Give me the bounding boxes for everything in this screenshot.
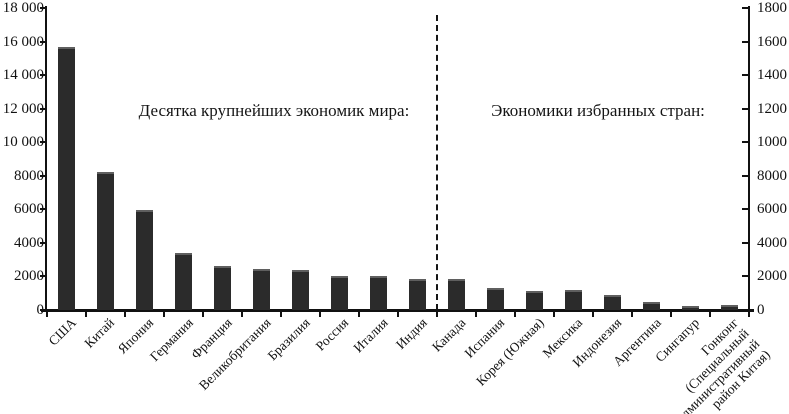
bar-10	[409, 279, 426, 310]
bar-13	[526, 291, 543, 310]
y-axis-right-tick-label: 1400	[757, 67, 787, 84]
y-axis-left-tick-label: 2000	[14, 268, 44, 285]
x-axis-tick	[748, 312, 750, 317]
bar-7	[292, 270, 309, 310]
y-axis-left-tick-label: 14 000	[2, 67, 44, 84]
category-label: Италия	[350, 315, 391, 356]
bar-18	[721, 305, 738, 310]
x-axis-tick	[319, 312, 321, 317]
x-axis-tick	[553, 312, 555, 317]
x-axis-line	[41, 309, 754, 312]
y-axis-right-tick	[742, 241, 748, 244]
y-axis-left-tick	[40, 241, 46, 244]
bar-8	[331, 276, 348, 310]
category-label: Гонконг (Специальный административный ра…	[674, 315, 774, 414]
bar-17	[682, 306, 699, 310]
x-axis-tick	[397, 312, 399, 317]
bar-6	[253, 269, 270, 310]
bar-3	[136, 210, 153, 310]
y-axis-left-tick	[40, 107, 46, 110]
bar-11	[448, 279, 465, 310]
category-label: Китай	[81, 315, 118, 351]
bar-12	[487, 288, 504, 310]
y-axis-left-tick-label: 0	[36, 302, 45, 318]
y-axis-right-tick-label: 1200	[757, 100, 787, 117]
y-axis-left-tick-label: 8000	[14, 167, 44, 184]
bar-1	[58, 47, 75, 310]
y-axis-right-tick-label: 1600	[757, 33, 787, 50]
y-axis-right-tick-label: 4000	[757, 234, 787, 251]
category-label: Россия	[312, 315, 352, 354]
y-axis-right-tick	[742, 174, 748, 177]
y-axis-right-tick-label: 2000	[757, 268, 787, 285]
y-axis-right-tick-label: 0	[757, 302, 765, 318]
y-axis-left-tick-label: 12 000	[2, 100, 44, 117]
bar-2	[97, 172, 114, 310]
x-axis-tick	[670, 312, 672, 317]
x-axis-tick	[241, 312, 243, 317]
y-axis-right-tick	[742, 74, 748, 77]
bar-14	[565, 290, 582, 310]
x-axis-tick	[631, 312, 633, 317]
x-axis-tick	[124, 312, 126, 317]
x-axis-tick	[163, 312, 165, 317]
x-axis-tick	[514, 312, 516, 317]
x-axis-tick	[280, 312, 282, 317]
y-axis-right-tick	[742, 7, 748, 9]
group-annotation-top-ten-economies: Десятка крупнейших экономик мира:	[138, 101, 410, 120]
bar-16	[643, 302, 660, 310]
y-axis-right-tick-label: 1800	[757, 0, 787, 16]
category-label: Бразилия	[264, 315, 313, 364]
category-label: Великобритания	[195, 315, 274, 393]
y-axis-left-tick	[40, 275, 46, 278]
y-axis-left-tick	[40, 74, 46, 77]
x-axis-tick	[475, 312, 477, 317]
y-axis-right-tick-label: 8000	[757, 167, 787, 184]
y-axis-left-tick-label: 18 000	[2, 0, 44, 16]
y-axis-left-tick	[40, 7, 46, 9]
y-axis-right-tick	[742, 107, 748, 110]
category-label: США	[45, 315, 79, 349]
x-axis-tick	[592, 312, 594, 317]
y-axis-right-tick	[742, 40, 748, 43]
y-axis-right-tick	[742, 309, 748, 311]
y-axis-right-line	[748, 6, 750, 312]
y-axis-left-tick-label: 6000	[14, 201, 44, 218]
x-axis-tick	[358, 312, 360, 317]
x-axis-tick	[436, 312, 438, 317]
y-axis-right-tick	[742, 141, 748, 144]
bar-9	[370, 276, 387, 310]
y-axis-right-tick	[742, 208, 748, 211]
y-axis-left-tick	[40, 309, 46, 311]
category-label: Индия	[392, 315, 430, 352]
x-axis-tick	[85, 312, 87, 317]
y-axis-left-tick-label: 16 000	[2, 33, 44, 50]
group-separator-dashed-line	[436, 15, 438, 310]
y-axis-left-tick	[40, 40, 46, 43]
group-annotation-selected-economies: Экономики избранных стран:	[491, 101, 705, 120]
x-axis-tick	[46, 312, 48, 317]
y-axis-left-line	[45, 6, 47, 312]
bar-5	[214, 266, 231, 310]
x-axis-tick	[709, 312, 711, 317]
y-axis-right-tick-label: 6000	[757, 201, 787, 218]
y-axis-left-tick-label: 4000	[14, 234, 44, 251]
bar-15	[604, 295, 621, 310]
y-axis-left-tick-label: 10 000	[2, 134, 44, 151]
y-axis-right-tick	[742, 275, 748, 278]
y-axis-left-tick	[40, 174, 46, 177]
y-axis-right-tick-label: 1000	[757, 134, 787, 151]
x-axis-tick	[202, 312, 204, 317]
y-axis-left-tick	[40, 208, 46, 211]
y-axis-left-tick	[40, 141, 46, 144]
bar-4	[175, 253, 192, 310]
